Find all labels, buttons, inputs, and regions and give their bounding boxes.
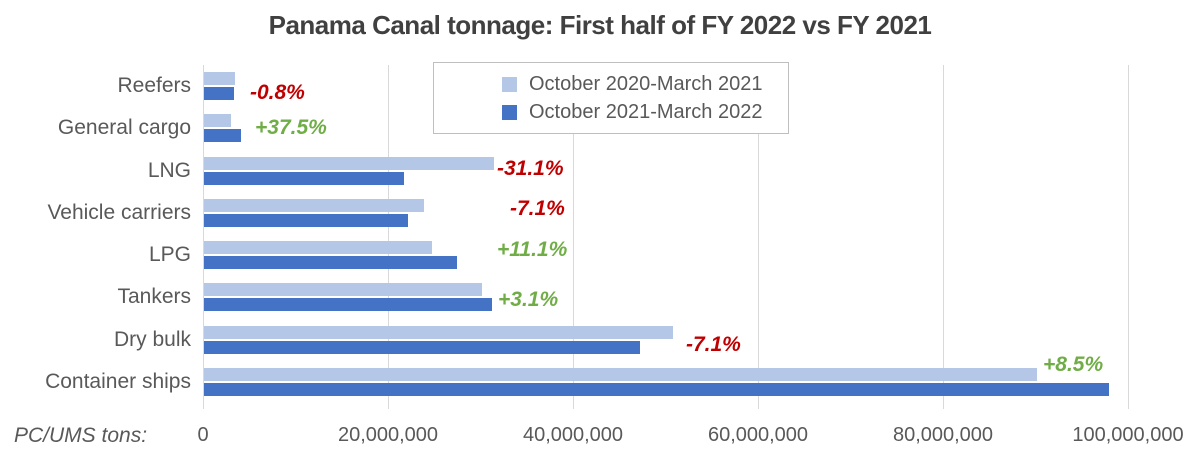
pct-change-label: -0.8% (250, 81, 305, 105)
pct-change-label: +11.1% (497, 238, 568, 262)
x-tick-label: 0 (197, 424, 209, 446)
bar-fy2022 (204, 87, 235, 100)
category-label: Reefers (117, 74, 191, 98)
gridline (758, 65, 759, 409)
category-label: Tankers (117, 285, 191, 309)
bar-fy2021 (204, 367, 1038, 381)
bar-fy2021 (204, 241, 432, 254)
legend-label-fy2021: October 2020-March 2021 (529, 72, 763, 95)
bar-fy2022 (204, 171, 404, 185)
category-label: Vehicle carriers (47, 200, 191, 224)
chart-title: Panama Canal tonnage: First half of FY 2… (268, 10, 932, 40)
legend-entry-fy2022: October 2021-March 2022 (502, 101, 788, 124)
bar-fy2021 (204, 114, 231, 128)
gridline (203, 65, 204, 409)
bar-fy2021 (204, 198, 425, 212)
bar-fy2021 (204, 72, 235, 85)
x-tick-label: 20,000,000 (337, 424, 439, 446)
pct-change-label: +3.1% (498, 288, 559, 312)
pct-change-label: +8.5% (1043, 352, 1104, 376)
x-axis-unit-label: PC/UMS tons: (14, 424, 148, 447)
x-tick-label: 40,000,000 (522, 424, 624, 446)
gridline (388, 65, 389, 409)
category-label: Dry bulk (113, 327, 191, 351)
bar-fy2022 (204, 256, 457, 269)
x-tick-label: 80,000,000 (892, 424, 994, 446)
legend-swatch-light-blue (502, 76, 517, 92)
x-tick-label: 60,000,000 (707, 424, 809, 446)
pct-change-label: -31.1% (497, 156, 564, 180)
bar-fy2021 (204, 325, 673, 339)
category-label: LPG (148, 243, 191, 267)
pct-change-label: -7.1% (510, 196, 565, 220)
bar-fy2022 (204, 382, 1109, 396)
bar-fy2022 (204, 213, 409, 227)
bar-fy2022 (204, 129, 241, 143)
legend-entry-fy2021: October 2020-March 2021 (502, 73, 788, 96)
bar-fy2021 (204, 283, 483, 297)
pct-change-label: +37.5% (255, 116, 327, 140)
gridline (573, 65, 574, 409)
bar-fy2022 (204, 340, 640, 354)
x-tick-label: 100,000,000 (1072, 424, 1184, 446)
pct-change-label: -7.1% (686, 332, 741, 356)
legend-label-fy2022: October 2021-March 2022 (529, 100, 763, 123)
category-label: LNG (147, 158, 191, 182)
bar-fy2021 (204, 156, 495, 170)
category-label: Container ships (45, 369, 191, 393)
legend: October 2020-March 2021 October 2021-Mar… (433, 62, 789, 134)
legend-swatch-dark-blue (502, 104, 517, 120)
gridline (1128, 65, 1129, 409)
gridline (943, 65, 944, 409)
category-label: General cargo (57, 116, 191, 140)
bar-fy2022 (204, 298, 492, 312)
